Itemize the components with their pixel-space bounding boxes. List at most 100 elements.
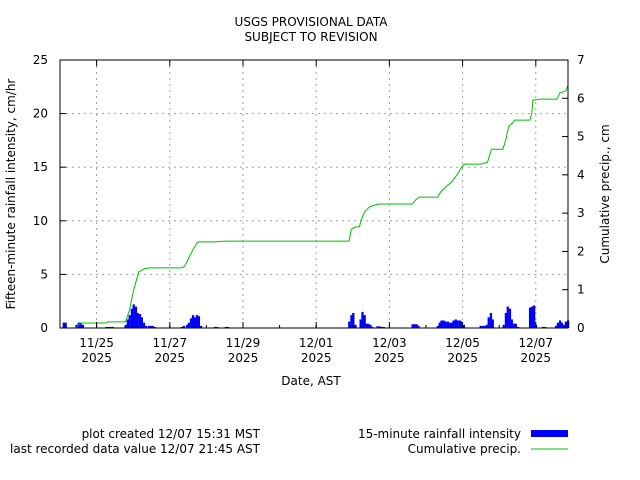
rainfall-bar xyxy=(456,320,459,328)
rainfall-bar xyxy=(363,315,366,328)
y2-tick-label: 6 xyxy=(577,91,585,105)
rainfall-bar xyxy=(438,322,441,328)
rainfall-bar xyxy=(134,306,138,328)
cumulative-precip-line xyxy=(76,85,569,329)
rainfall-bar xyxy=(111,326,115,328)
rainfall-bar xyxy=(411,324,414,328)
rainfall-bar xyxy=(132,304,135,328)
rainfall-bar xyxy=(226,326,230,328)
y-tick-label: 5 xyxy=(40,267,48,281)
rainfall-bar xyxy=(413,324,416,328)
rainfall-bar xyxy=(564,321,568,328)
rainfall-bar xyxy=(199,325,203,328)
rainfall-bar xyxy=(182,325,186,328)
rainfall-bar xyxy=(361,311,364,328)
rainfall-bar xyxy=(491,319,494,328)
footer-last-value: last recorded data value 12/07 21:45 AST xyxy=(10,442,261,456)
y2-tick-label: 3 xyxy=(577,206,585,220)
y2-tick-label: 2 xyxy=(577,244,585,258)
chart-title-line-1: USGS PROVISIONAL DATA xyxy=(235,15,389,29)
rainfall-bar xyxy=(462,324,465,328)
rainfall-bar xyxy=(558,320,562,328)
rainfall-bar xyxy=(79,322,82,328)
rainfall-bar xyxy=(140,317,143,328)
rainfall-bar xyxy=(371,326,374,328)
rainfall-bar xyxy=(376,326,379,328)
rainfall-bar xyxy=(378,326,381,328)
rainfall-bar xyxy=(380,326,383,328)
y-tick-label: 10 xyxy=(33,214,48,228)
rainfall-bar xyxy=(532,305,536,328)
rainfall-bar xyxy=(136,312,139,328)
rainfall-bar xyxy=(348,321,351,328)
rainfall-bar xyxy=(458,320,461,328)
rainfall-bar xyxy=(193,317,196,328)
rainfall-bar xyxy=(367,323,370,328)
rainfall-bar xyxy=(506,306,509,328)
rainfall-bar xyxy=(130,308,134,328)
rainfall-bar xyxy=(452,320,455,328)
rainfall-bar xyxy=(516,326,520,328)
rainfall-bar xyxy=(560,322,564,328)
y2-tick-label: 4 xyxy=(577,168,585,182)
y-tick-label: 20 xyxy=(33,107,48,121)
rainfall-bar xyxy=(187,322,191,328)
rainfall-bar xyxy=(142,322,146,328)
rainfall-bar xyxy=(485,324,489,328)
rainfall-bar xyxy=(514,323,517,328)
y2-axis-label: Cumulative precip., cm xyxy=(598,124,612,263)
rainfall-bar xyxy=(442,320,445,328)
rainfall-bar xyxy=(369,324,372,328)
rainfall-bar xyxy=(489,312,493,328)
x-tick-label: 11/27 xyxy=(153,336,188,350)
rainfall-bar xyxy=(195,315,199,328)
rainfall-bar xyxy=(417,325,420,328)
rainfall-bar xyxy=(126,319,130,328)
rainfall-bar xyxy=(487,317,490,328)
rainfall-bar xyxy=(512,323,516,328)
grid xyxy=(60,60,568,328)
rainfall-bar xyxy=(543,326,547,328)
legend-swatch-rainfall xyxy=(531,430,568,437)
x-tick-label: 12/07 xyxy=(518,336,553,350)
rainfall-bar xyxy=(144,325,147,328)
x-tick-year: 2025 xyxy=(521,351,552,365)
plot-frame xyxy=(59,59,569,329)
rainfall-bar xyxy=(128,315,131,328)
x-tick-label: 12/05 xyxy=(445,336,480,350)
rainfall-bar xyxy=(151,325,154,328)
rainfall-bar xyxy=(124,324,127,328)
rainfall-bar xyxy=(446,321,449,328)
rainfall-bar xyxy=(450,322,453,328)
rainfall-bar xyxy=(554,325,558,328)
rainfall-bar xyxy=(107,326,110,328)
rainfall-bar xyxy=(448,322,451,328)
x-tick-year: 2025 xyxy=(301,351,332,365)
y-axis-label: Fifteen-minute rainfall intensity, cm/hr xyxy=(4,79,18,310)
rainfall-bar xyxy=(191,315,195,328)
rainfall-bar xyxy=(481,325,485,328)
rainfall-bar xyxy=(81,324,84,328)
axis-ticks: 05101520250123456711/25202511/27202511/2… xyxy=(33,53,585,365)
legend-label-rainfall: 15-minute rainfall intensity xyxy=(358,427,521,441)
rainfall-bar xyxy=(62,322,65,328)
y2-tick-label: 5 xyxy=(577,130,585,144)
x-tick-year: 2025 xyxy=(447,351,478,365)
rainfall-bar xyxy=(510,319,513,328)
rainfall-bar xyxy=(149,325,153,328)
y-tick-label: 25 xyxy=(33,53,48,67)
y2-tick-label: 1 xyxy=(577,283,585,297)
rainfall-bar xyxy=(352,312,355,328)
rainfall-bar xyxy=(562,324,566,328)
rainfall-bar xyxy=(350,315,353,328)
rainfall-bar xyxy=(382,326,385,328)
rainfall-bar xyxy=(224,326,228,328)
rainfall-bar xyxy=(153,326,157,328)
rainfall-bar xyxy=(556,322,560,328)
chart-title-line-2: SUBJECT TO REVISION xyxy=(244,30,377,44)
rainfall-bar xyxy=(147,325,150,328)
rainfall-bar xyxy=(180,326,184,328)
legend: 15-minute rainfall intensity Cumulative … xyxy=(358,427,568,456)
x-tick-label: 11/25 xyxy=(79,336,114,350)
rainfall-bar xyxy=(415,324,418,328)
